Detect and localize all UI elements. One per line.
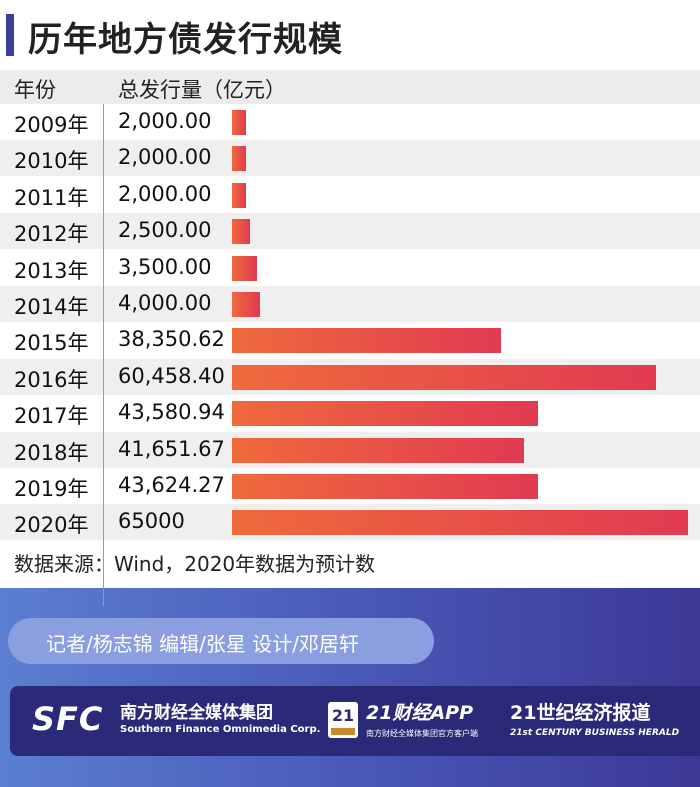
app-badge-number: 21	[331, 706, 355, 725]
app-name: 21财经APP	[366, 702, 473, 724]
bar	[232, 255, 257, 281]
value-label: 60,458.40	[118, 363, 225, 388]
table-row: 2020年 65000	[0, 504, 700, 541]
footer: 记者/杨志锦 编辑/张星 设计/邓居轩 SFC 南方财经全媒体集团 Southe…	[0, 588, 700, 787]
year-label: 2014年	[14, 295, 89, 319]
year-label: 2012年	[14, 222, 89, 247]
bar	[232, 364, 657, 390]
value-label: 38,350.62	[118, 327, 225, 352]
value-label: 4,000.00	[118, 291, 212, 315]
year-label: 2011年	[14, 185, 89, 210]
sfc-name-en: Southern Finance Omnimedia Corp.	[120, 724, 321, 735]
title-accent-bar	[6, 14, 14, 56]
bar	[232, 182, 247, 208]
table-row: 2009年 2,000.00	[0, 104, 700, 140]
table-row: 2011年 2,000.00	[0, 177, 700, 213]
year-label: 2009年	[14, 113, 89, 137]
year-column-header: 年份	[14, 78, 56, 102]
value-label: 3,500.00	[118, 254, 212, 279]
bar	[232, 510, 688, 536]
table-row: 2015年 38,350.62	[0, 322, 700, 358]
value-label: 2,000.00	[118, 181, 212, 206]
table-row: 2013年 3,500.00	[0, 250, 700, 286]
bar	[232, 328, 502, 354]
table-row: 2010年 2,000.00	[0, 140, 700, 177]
table-row: 2016年 60,458.40	[0, 358, 700, 395]
title-bar: 历年地方债发行规模	[0, 0, 700, 70]
year-label: 2015年	[14, 331, 89, 356]
value-label: 65000	[118, 509, 185, 534]
value-label: 2,000.00	[118, 145, 212, 170]
logo-strip: SFC 南方财经全媒体集团 Southern Finance Omnimedia…	[10, 686, 700, 756]
herald-name-en: 21st CENTURY BUSINESS HERALD	[510, 728, 680, 738]
year-label: 2018年	[14, 440, 89, 465]
credits-pill: 记者/杨志锦 编辑/张星 设计/邓居轩	[8, 618, 434, 664]
table-row: 2017年 43,580.94	[0, 395, 700, 431]
year-label: 2017年	[14, 404, 89, 429]
year-label: 2010年	[14, 149, 89, 174]
table-row: 2014年 4,000.00	[0, 286, 700, 322]
bar	[232, 437, 525, 463]
sfc-name-cn: 南方财经全媒体集团	[120, 703, 273, 723]
year-label: 2016年	[14, 367, 89, 392]
bar	[232, 292, 261, 317]
bar	[232, 146, 247, 172]
data-source-note: 数据来源：Wind，2020年数据为预计数	[14, 552, 376, 576]
herald-name-cn: 21世纪经济报道	[510, 702, 651, 724]
bar	[232, 110, 247, 135]
table-row: 2018年 41,651.67	[0, 431, 700, 468]
value-label: 41,651.67	[118, 436, 225, 461]
bar	[232, 474, 539, 499]
year-label: 2013年	[14, 258, 89, 283]
data-table: 年份 总发行量（亿元） 2009年 2,000.00 2010年 2,000.00 20…	[0, 70, 700, 606]
table-row: 2012年 2,500.00	[0, 213, 700, 250]
value-label: 43,624.27	[118, 473, 225, 497]
app-subtitle: 南方财经全媒体集团官方客户端	[366, 729, 478, 738]
column-divider	[103, 104, 104, 606]
table-row: 2019年 43,624.27	[0, 468, 700, 504]
year-label: 2020年	[14, 513, 89, 538]
credits-text: 记者/杨志锦 编辑/张星 设计/邓居轩	[46, 632, 359, 656]
bar	[232, 219, 250, 245]
app-badge-icon: 21	[328, 702, 358, 738]
value-label: 43,580.94	[118, 400, 225, 425]
value-label: 2,000.00	[118, 109, 212, 133]
value-column-header: 总发行量（亿元）	[118, 78, 286, 102]
app-badge-stripe	[331, 728, 355, 735]
page-title: 历年地方债发行规模	[28, 20, 343, 60]
table-header: 年份 总发行量（亿元）	[0, 70, 700, 104]
sfc-logo: SFC	[32, 700, 104, 738]
bar	[232, 401, 538, 427]
value-label: 2,500.00	[118, 218, 212, 243]
year-label: 2019年	[14, 477, 89, 501]
